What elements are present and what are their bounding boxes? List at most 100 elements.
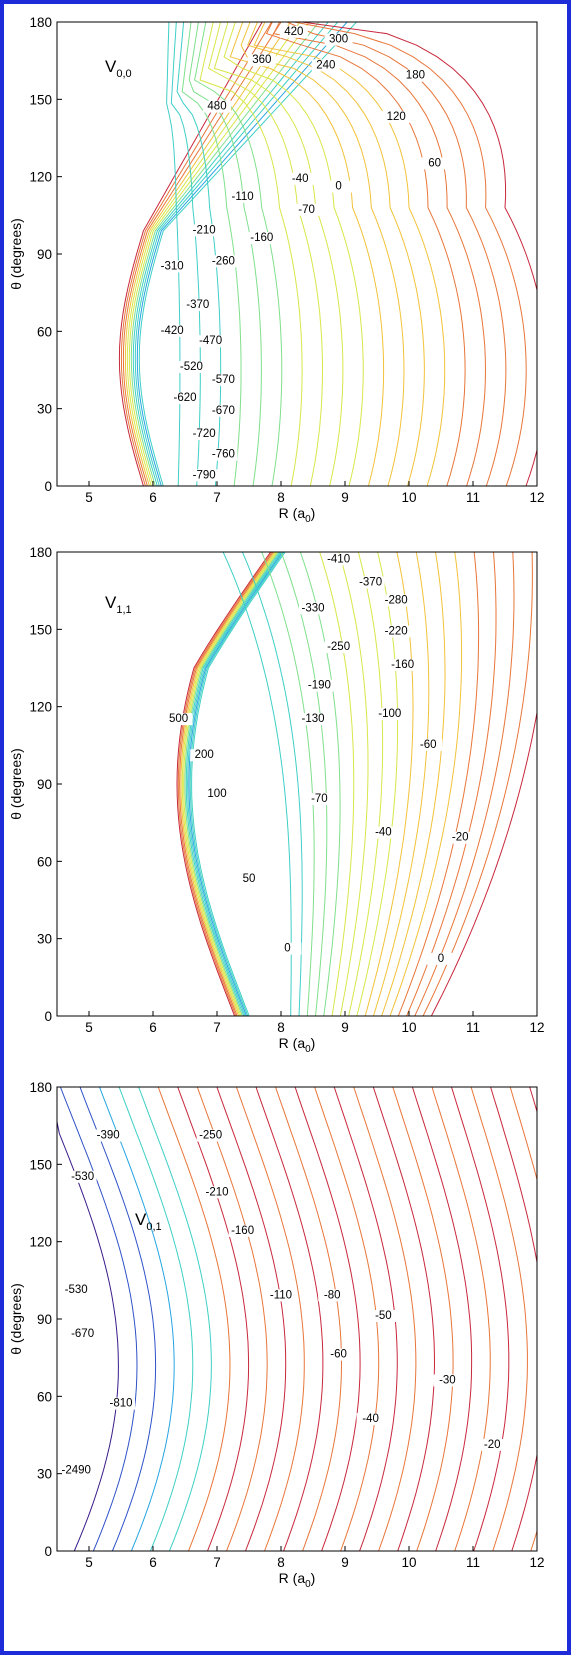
contour-line [364, 552, 414, 1016]
contour-line [241, 552, 303, 1016]
x-tick-label: 7 [213, 1555, 221, 1570]
contour-label: -70 [298, 204, 315, 216]
y-tick-label: 0 [44, 1009, 52, 1024]
axes-box [56, 1086, 538, 1552]
contour-label: -810 [109, 1398, 132, 1410]
contour-line [187, 552, 282, 1016]
contour-label: -330 [301, 602, 324, 614]
contour-line [188, 552, 283, 1016]
x-tick-label: 6 [149, 1555, 157, 1570]
contour-label: 240 [316, 59, 335, 71]
y-tick-label: 120 [29, 1235, 52, 1250]
contour-line [183, 552, 278, 1016]
contour-line [222, 552, 292, 1016]
contour-label-bg [228, 190, 257, 203]
contour-label: 120 [387, 111, 406, 123]
contour-label-bg [299, 713, 327, 726]
contour-label: -30 [439, 1374, 456, 1386]
contour-label: -190 [308, 680, 331, 692]
contour-label-bg [414, 738, 443, 751]
panel-title: V0,1 [135, 1210, 162, 1233]
contour-line [314, 1087, 380, 1551]
x-tick-label: 11 [466, 1020, 480, 1035]
contour-label-bg [273, 942, 302, 955]
contour-label-bg [209, 404, 238, 417]
contour-lines [57, 1087, 537, 1551]
contour-label-bg [171, 391, 199, 404]
contour-line [294, 22, 527, 486]
y-tick-label: 0 [44, 1544, 52, 1559]
contour-line [509, 1087, 537, 1551]
contour-label-bg [318, 1289, 347, 1302]
contour-label-bg [324, 180, 353, 193]
contour-label-bg [375, 707, 404, 720]
contour-line [126, 22, 301, 486]
x-tick-label: 8 [277, 490, 285, 505]
contour-line [216, 1087, 287, 1551]
contour-label: 0 [335, 181, 341, 193]
contour-label: -220 [385, 625, 408, 637]
contour-line [381, 552, 446, 1016]
contour-label: -530 [65, 1284, 88, 1296]
contour-label: -210 [193, 224, 216, 236]
contour-line [451, 1087, 510, 1551]
contour-label: -390 [97, 1130, 120, 1142]
y-tick-label: 180 [29, 1080, 52, 1095]
contour-label-bg [190, 428, 219, 441]
contour-label-bg [68, 1170, 97, 1183]
x-tick-label: 12 [529, 1555, 544, 1570]
y-tick-label: 0 [44, 479, 52, 494]
panel-title: V0,0 [105, 57, 132, 80]
x-tick-label: 10 [401, 1020, 416, 1035]
x-tick-label: 8 [277, 1555, 285, 1570]
y-axis-label: θ (degrees) [8, 1283, 24, 1355]
contour-label: -370 [186, 299, 209, 311]
contour-lines [118, 22, 537, 486]
y-tick-label: 30 [37, 402, 52, 417]
contour-label-bg [190, 749, 219, 762]
contour-line [373, 552, 430, 1016]
contour-label-bg [311, 59, 340, 72]
x-tick-label: 5 [85, 490, 93, 505]
contour-label: 50 [243, 873, 256, 885]
contour-line [389, 552, 463, 1016]
contour-line [280, 552, 328, 1016]
y-axis-label: θ (degrees) [8, 748, 24, 820]
contour-label-bg [196, 335, 225, 348]
contour-label-bg [68, 1328, 97, 1341]
contour-line [490, 1087, 537, 1551]
contour-line [194, 22, 283, 486]
contour-line [179, 552, 274, 1016]
contour-line [170, 22, 201, 486]
y-axis-label: θ (degrees) [8, 218, 24, 290]
x-tick-label: 9 [341, 490, 349, 505]
contour-line [353, 1087, 417, 1551]
contour-line [319, 552, 355, 1016]
contour-line [247, 22, 425, 486]
contour-line [430, 709, 537, 1016]
contour-label-bg [107, 1397, 135, 1410]
contour-line [199, 22, 303, 486]
contour-label: -110 [270, 1289, 292, 1301]
contour-label: -470 [199, 335, 222, 347]
y-tick-label: 120 [29, 700, 52, 715]
contour-label: -370 [359, 577, 382, 589]
contour-label: 200 [195, 749, 214, 761]
contour-label: 300 [329, 34, 348, 46]
contour-label: -80 [324, 1289, 341, 1301]
contour-label-bg [183, 299, 212, 312]
y-tick-label: 30 [37, 932, 52, 947]
y-tick-label: 150 [29, 92, 52, 107]
x-tick-label: 12 [529, 490, 544, 505]
contour-line [431, 1087, 491, 1551]
x-tick-label: 5 [85, 1555, 93, 1570]
contour-label-bg [228, 1224, 257, 1237]
contour-label-bg [305, 679, 334, 692]
contour-line [177, 1087, 250, 1551]
contour-label: -570 [212, 374, 235, 386]
contour-label-bg [478, 1438, 507, 1451]
contour-label: -160 [391, 659, 414, 671]
y-tick-label: 60 [37, 854, 52, 869]
contour-line [188, 22, 262, 486]
